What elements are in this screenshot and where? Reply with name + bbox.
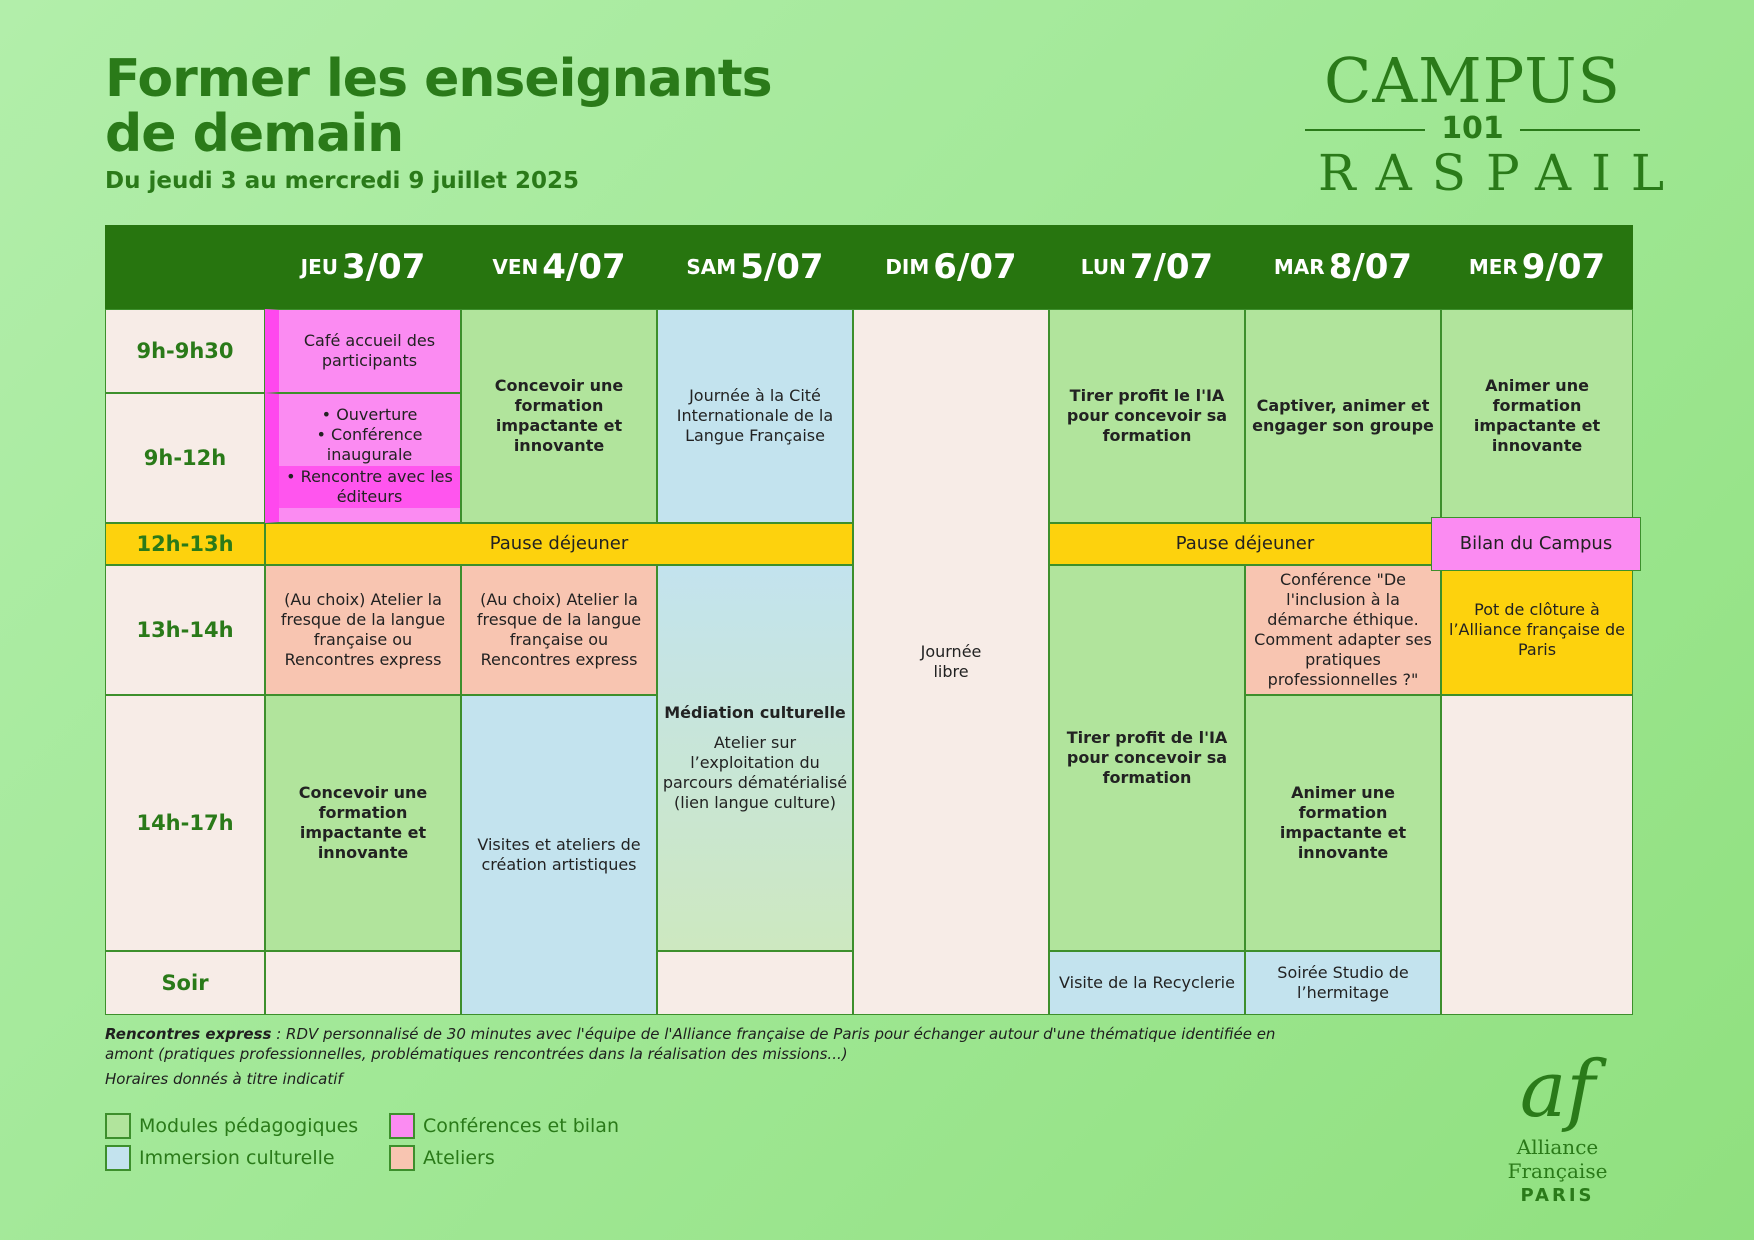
af-name: Alliance Française [1507, 1135, 1608, 1183]
note-horaires: Horaires donnés à titre indicatif [105, 1070, 343, 1088]
note-label: Rencontres express [105, 1025, 272, 1043]
legend-swatch [105, 1113, 131, 1139]
header-corner [105, 225, 265, 309]
empty-slot [265, 951, 461, 1015]
day-header-lun: LUN 7/07 [1049, 225, 1245, 309]
event-ouverture-block: • Ouverture • Conférence inaugurale • Re… [265, 393, 461, 523]
title-line-2: de demain [105, 104, 404, 164]
event-mediation-culturelle: Médiation culturelle Atelier sur l’explo… [657, 565, 853, 951]
time-slot: 9h-12h [105, 393, 265, 523]
day-name: VEN [492, 255, 539, 279]
legend-swatch [105, 1145, 131, 1171]
event-concevoir-formation: Concevoir une formation impactante et in… [265, 695, 461, 951]
event-concevoir-formation: Concevoir une formation impactante et in… [461, 309, 657, 523]
day-header-dim: DIM 6/07 [853, 225, 1049, 309]
day-header-mar: MAR 8/07 [1245, 225, 1441, 309]
day-name: MER [1468, 255, 1518, 279]
event-pause-dejeuner: Pause déjeuner [265, 523, 853, 565]
day-date: 5/07 [740, 247, 824, 287]
day-header-jeu: JEU 3/07 [265, 225, 461, 309]
legend-swatch [389, 1113, 415, 1139]
event-pot-cloture: Pot de clôture à l’Alliance française de… [1441, 565, 1633, 695]
time-slot: 9h-9h30 [105, 309, 265, 393]
event-pause-dejeuner: Pause déjeuner [1049, 523, 1441, 565]
alliance-francaise-logo: af Alliance Française PARIS [1470, 1045, 1645, 1206]
event-ouverture: • Ouverture [321, 404, 418, 424]
page-subtitle: Du jeudi 3 au mercredi 9 juillet 2025 [105, 168, 579, 194]
time-slot: Soir [105, 951, 265, 1015]
day-date: 7/07 [1129, 247, 1214, 287]
event-visite-recyclerie: Visite de la Recyclerie [1049, 951, 1245, 1015]
logo-rule-left [1305, 129, 1425, 131]
campus-logo-line1: CAMPUS [1323, 44, 1622, 117]
event-rencontre-editeurs: • Rencontre avec les éditeurs [279, 465, 460, 509]
af-mark: af [1519, 1045, 1596, 1135]
event-cafe-accueil: Café accueil des participants [265, 309, 461, 393]
page-title: Former les enseignants de demain [105, 49, 773, 164]
event-conference-inclusion: Conférence "De l'inclusion à la démarche… [1245, 565, 1441, 695]
legend-item: Ateliers [389, 1145, 495, 1171]
af-city: PARIS [1520, 1185, 1595, 1206]
day-name: MAR [1273, 255, 1325, 279]
event-conference-inaugurale: • Conférence inaugurale [316, 424, 423, 464]
event-animer-formation: Animer une formation impactante et innov… [1245, 695, 1441, 951]
event-visites-ateliers: Visites et ateliers de création artistiq… [461, 695, 657, 1015]
time-slot: 12h-13h [105, 523, 265, 565]
legend-label: Immersion culturelle [139, 1147, 335, 1169]
title-line-1: Former les enseignants [105, 49, 773, 109]
note-text: : RDV personnalisé de 30 minutes avec l'… [105, 1025, 1276, 1063]
ouverture-sub: • Ouverture • Conférence inaugurale [279, 394, 460, 466]
pink-spacer [279, 508, 460, 522]
time-slot: 13h-14h [105, 565, 265, 695]
mediation-title: Médiation culturelle [664, 703, 846, 722]
day-name: JEU [300, 255, 338, 279]
day-name: LUN [1080, 255, 1126, 279]
event-captiver-animer: Captiver, animer et engager son groupe [1245, 309, 1441, 523]
empty-slot [657, 951, 853, 1015]
day-date: 9/07 [1521, 247, 1606, 287]
day-name: DIM [885, 255, 930, 279]
time-slot: 14h-17h [105, 695, 265, 951]
note-rencontres-express: Rencontres express : RDV personnalisé de… [105, 1024, 1305, 1064]
campus-logo-line2-wrap: 101 [1300, 114, 1645, 144]
event-tirer-profit-ia: Tirer profit de l'IA pour concevoir sa f… [1049, 565, 1245, 951]
empty-slot [1441, 695, 1633, 1015]
mediation-text: Atelier sur l’exploitation du parcours d… [662, 733, 848, 812]
campus-raspail-logo: CAMPUS 101 RASPAIL [1300, 44, 1664, 202]
legend-swatch [389, 1145, 415, 1171]
legend-item: Conférences et bilan [389, 1113, 619, 1139]
logo-rule-right [1520, 129, 1640, 131]
campus-logo-line3: RASPAIL [1318, 144, 1685, 202]
event-journee-libre: Journée libre [853, 309, 1049, 1015]
day-header-mer: MER 9/07 [1441, 225, 1633, 309]
schedule-grid: JEU 3/07 VEN 4/07 SAM 5/07 DIM 6/07 LUN 7/07 … [105, 225, 1641, 1015]
campus-logo-line2: 101 [1441, 111, 1504, 146]
event-atelier-fresque: (Au choix) Atelier la fresque de la lang… [461, 565, 657, 695]
event-soiree-studio: Soirée Studio de l’hermitage [1245, 951, 1441, 1015]
day-header-ven: VEN 4/07 [461, 225, 657, 309]
day-name: SAM [686, 255, 737, 279]
legend-label: Conférences et bilan [423, 1115, 619, 1137]
legend: Modules pédagogiques Conférences et bila… [105, 1113, 665, 1173]
legend-label: Modules pédagogiques [139, 1115, 359, 1137]
event-journee-cite: Journée à la Cité Internationale de la L… [657, 309, 853, 523]
event-tirer-profit-ia: Tirer profit le l'IA pour concevoir sa f… [1049, 309, 1245, 523]
legend-item: Immersion culturelle [105, 1145, 335, 1171]
event-animer-formation: Animer une formation impactante et innov… [1441, 309, 1633, 523]
legend-item: Modules pédagogiques [105, 1113, 358, 1139]
event-bilan-campus: Bilan du Campus [1431, 517, 1641, 571]
day-date: 8/07 [1328, 247, 1413, 287]
day-date: 4/07 [542, 247, 626, 287]
legend-label: Ateliers [423, 1147, 495, 1169]
day-date: 6/07 [933, 247, 1017, 287]
day-date: 3/07 [341, 247, 426, 287]
event-atelier-fresque: (Au choix) Atelier la fresque de la lang… [265, 565, 461, 695]
day-header-sam: SAM 5/07 [657, 225, 853, 309]
